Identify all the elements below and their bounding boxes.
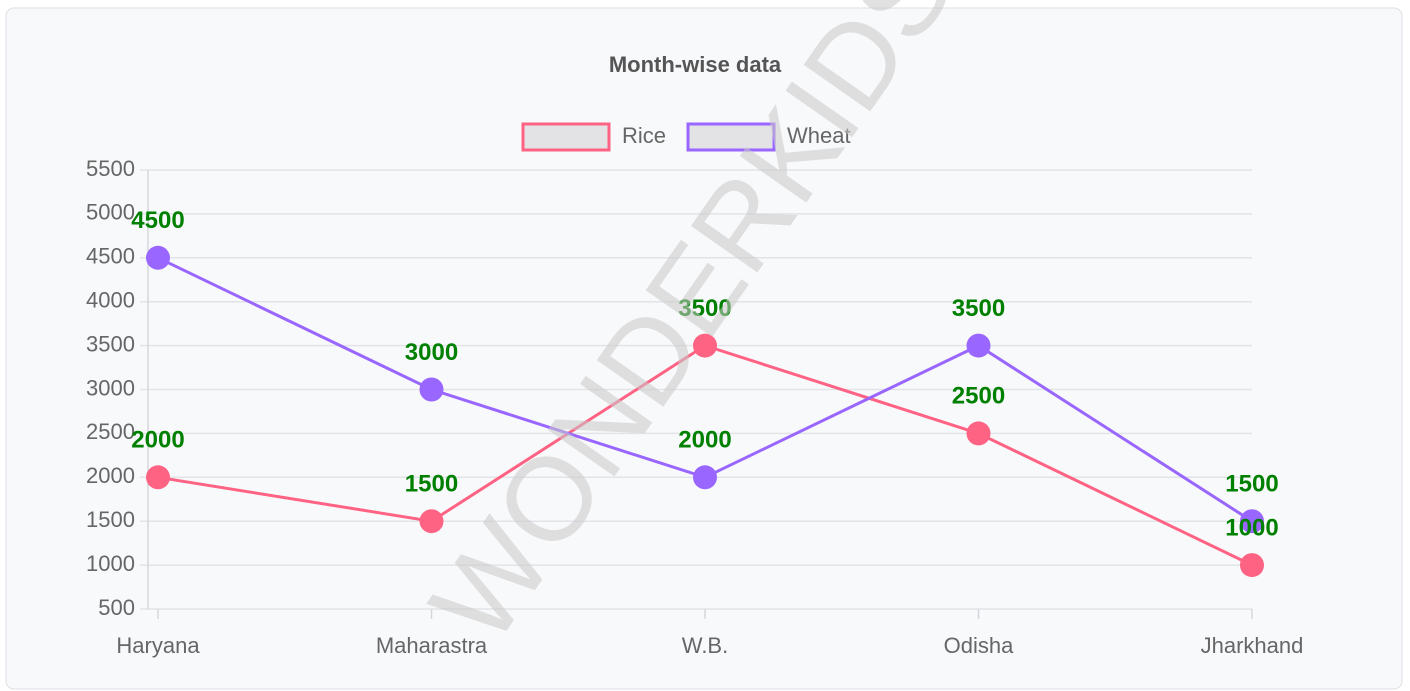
y-tick-label: 2000 <box>86 463 135 488</box>
data-label: 1000 <box>1225 514 1278 541</box>
data-label: 2500 <box>952 383 1005 410</box>
y-tick-label: 3000 <box>86 375 135 400</box>
y-tick-label: 1500 <box>86 507 135 532</box>
data-label: 1500 <box>405 471 458 498</box>
y-tick-label: 4000 <box>86 288 135 313</box>
y-tick-label: 4500 <box>86 244 135 269</box>
data-label: 2000 <box>131 427 184 454</box>
data-label: 3500 <box>678 295 731 322</box>
point <box>966 421 991 446</box>
point <box>693 465 717 490</box>
data-label: 3000 <box>405 339 458 366</box>
y-tick-label: 500 <box>98 595 135 620</box>
y-tick-label: 2500 <box>86 419 135 444</box>
x-tick-label: Odisha <box>944 633 1014 658</box>
legend-swatch <box>686 122 776 152</box>
legend-swatch <box>521 122 611 152</box>
data-label: 2000 <box>678 427 731 454</box>
x-tick-label: Jharkhand <box>1201 633 1304 658</box>
x-tick-label: Haryana <box>116 633 200 658</box>
point <box>693 333 717 358</box>
point <box>146 465 170 490</box>
data-label: 3500 <box>952 295 1005 322</box>
y-tick-label: 5000 <box>86 200 135 225</box>
chart-title: Month-wise data <box>609 52 782 77</box>
point <box>1240 509 1264 534</box>
point <box>966 333 991 358</box>
x-tick-label: Maharastra <box>376 633 488 658</box>
point <box>419 377 444 402</box>
point <box>146 245 170 270</box>
legend-label: Rice <box>622 123 666 148</box>
legend-label: Wheat <box>787 123 851 148</box>
data-label: 4500 <box>131 207 184 234</box>
y-tick-label: 3500 <box>86 331 135 356</box>
y-tick-label: 5500 <box>86 156 135 181</box>
data-label: 1500 <box>1225 471 1278 498</box>
point <box>419 509 444 534</box>
y-tick-label: 1000 <box>86 551 135 576</box>
point <box>1240 553 1264 578</box>
x-tick-label: W.B. <box>682 633 728 658</box>
